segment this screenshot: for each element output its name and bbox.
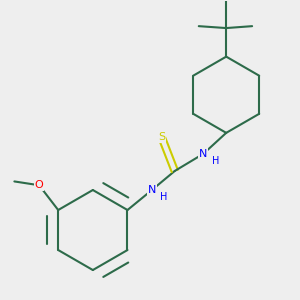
Text: S: S bbox=[158, 132, 165, 142]
Text: H: H bbox=[212, 156, 219, 166]
Text: H: H bbox=[160, 192, 168, 202]
Text: N: N bbox=[199, 149, 208, 159]
Text: N: N bbox=[148, 185, 156, 195]
Text: O: O bbox=[35, 180, 44, 190]
